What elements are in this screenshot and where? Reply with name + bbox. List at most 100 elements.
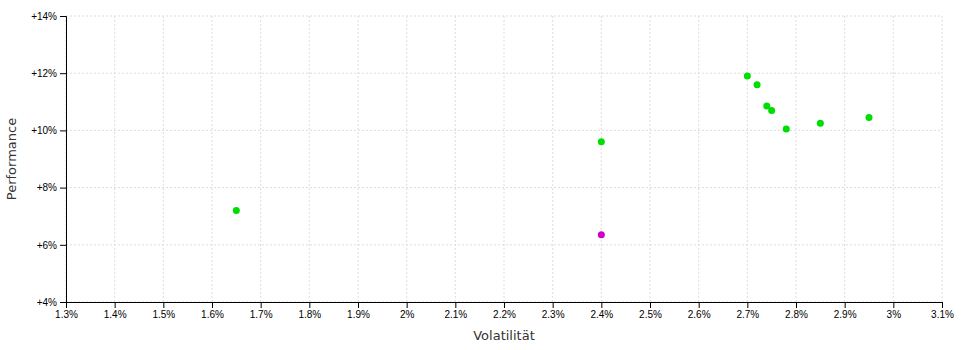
tick-label: 2.2% bbox=[493, 309, 516, 320]
tick: 2.3% bbox=[542, 302, 565, 320]
grid-line bbox=[844, 16, 845, 302]
points bbox=[233, 73, 873, 239]
tick-label: 2.6% bbox=[688, 309, 711, 320]
tick-mark bbox=[212, 302, 213, 308]
point bbox=[598, 231, 605, 238]
tick-mark bbox=[699, 302, 700, 308]
tick: 1.4% bbox=[104, 302, 127, 320]
grid-line bbox=[601, 16, 602, 302]
tick-mark bbox=[60, 188, 66, 189]
tick-label: +14% bbox=[31, 11, 57, 22]
tick-mark bbox=[601, 302, 602, 308]
tick-mark bbox=[60, 130, 66, 131]
tick-mark bbox=[407, 302, 408, 308]
tick-mark bbox=[60, 73, 66, 74]
tick-label: +12% bbox=[31, 68, 57, 79]
tick: 2.7% bbox=[736, 302, 759, 320]
grid-line bbox=[650, 16, 651, 302]
tick-mark bbox=[60, 245, 66, 246]
tick-label: +10% bbox=[31, 125, 57, 136]
y-axis-title: Performance bbox=[4, 118, 19, 200]
grid-line bbox=[309, 16, 310, 302]
tick-mark bbox=[942, 302, 943, 308]
tick: 1.9% bbox=[347, 302, 370, 320]
grid-line bbox=[212, 16, 213, 302]
plot-area: 1.3%1.4%1.5%1.6%1.7%1.8%1.9%2%2.1%2.2%2.… bbox=[31, 11, 954, 320]
tick-mark bbox=[504, 302, 505, 308]
tick: 2% bbox=[400, 302, 415, 320]
grid-line bbox=[260, 16, 261, 302]
grid-line bbox=[358, 16, 359, 302]
tick-mark bbox=[650, 302, 651, 308]
tick: 2.8% bbox=[785, 302, 808, 320]
series bbox=[598, 231, 605, 238]
grid-line bbox=[504, 16, 505, 302]
tick-label: 1.9% bbox=[347, 309, 370, 320]
grid-line bbox=[698, 16, 699, 302]
tick-label: 1.6% bbox=[201, 309, 224, 320]
tick-label: 1.4% bbox=[104, 309, 127, 320]
tick-mark bbox=[261, 302, 262, 308]
tick-mark bbox=[60, 302, 66, 303]
tick-label: 2.5% bbox=[639, 309, 662, 320]
point bbox=[598, 138, 605, 145]
tick: +8% bbox=[37, 182, 66, 193]
tick: +12% bbox=[31, 68, 66, 79]
tick: +4% bbox=[37, 297, 66, 308]
grid-line bbox=[406, 16, 407, 302]
grid-line bbox=[796, 16, 797, 302]
tick: 2.1% bbox=[444, 302, 467, 320]
point bbox=[817, 120, 824, 127]
tick: 2.4% bbox=[590, 302, 613, 320]
tick: +14% bbox=[31, 11, 66, 22]
tick-mark bbox=[553, 302, 554, 308]
tick-label: 1.8% bbox=[298, 309, 321, 320]
tick-mark bbox=[163, 302, 164, 308]
series bbox=[233, 73, 873, 214]
tick: 1.6% bbox=[201, 302, 224, 320]
axis-line bbox=[67, 303, 943, 309]
x-axis-title: Volatilität bbox=[473, 328, 535, 343]
grid-line bbox=[552, 16, 553, 302]
grid-line bbox=[66, 244, 942, 245]
grid-line bbox=[455, 16, 456, 302]
tick: 2.2% bbox=[493, 302, 516, 320]
point bbox=[744, 73, 751, 80]
point bbox=[768, 107, 775, 114]
grid-line bbox=[66, 187, 942, 188]
tick: 2.6% bbox=[688, 302, 711, 320]
tick-label: +6% bbox=[37, 240, 57, 251]
tick-label: 2% bbox=[400, 309, 415, 320]
grid-line bbox=[747, 16, 748, 302]
grid-line bbox=[66, 130, 942, 131]
y-axis: +4% +6% +8% +10% +12% +14% bbox=[31, 11, 66, 308]
tick: 2.9% bbox=[834, 302, 857, 320]
tick-mark bbox=[115, 302, 116, 308]
tick: 1.5% bbox=[152, 302, 175, 320]
grid-line bbox=[66, 16, 942, 17]
tick-label: 2.7% bbox=[736, 309, 759, 320]
tick-label: +4% bbox=[37, 297, 57, 308]
tick-label: 2.4% bbox=[590, 309, 613, 320]
grid-line bbox=[66, 73, 942, 74]
tick: 2.5% bbox=[639, 302, 662, 320]
grid-line bbox=[942, 16, 943, 302]
point bbox=[754, 81, 761, 88]
tick-label: 2.3% bbox=[542, 309, 565, 320]
tick-mark bbox=[309, 302, 310, 308]
tick-label: +8% bbox=[37, 182, 57, 193]
tick-label: 2.1% bbox=[444, 309, 467, 320]
tick: 1.7% bbox=[250, 302, 273, 320]
point bbox=[233, 207, 240, 214]
tick: +6% bbox=[37, 240, 66, 251]
tick-label: 2.8% bbox=[785, 309, 808, 320]
grid-line bbox=[163, 16, 164, 302]
tick-label: 3% bbox=[887, 309, 902, 320]
x-axis: 1.3%1.4%1.5%1.6%1.7%1.8%1.9%2%2.1%2.2%2.… bbox=[55, 302, 954, 320]
grid-line bbox=[893, 16, 894, 302]
tick-mark bbox=[747, 302, 748, 308]
tick-label: 3.1% bbox=[931, 309, 954, 320]
grid-line bbox=[114, 16, 115, 302]
tick-mark bbox=[455, 302, 456, 308]
tick-mark bbox=[796, 302, 797, 308]
